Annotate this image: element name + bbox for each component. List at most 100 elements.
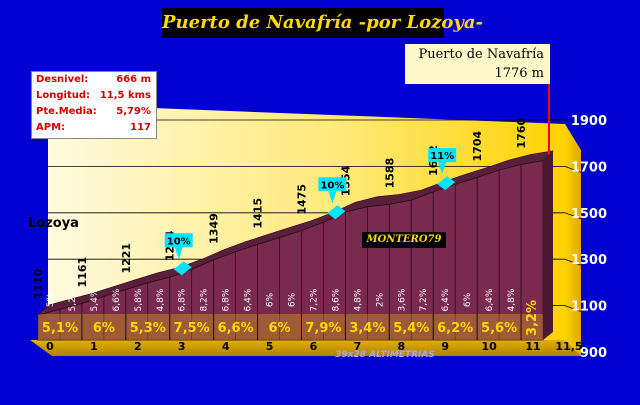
x-tick-label: 11 — [525, 340, 540, 353]
steep-section-marker — [437, 176, 456, 191]
summit-name: Puerto de Navafría — [418, 47, 544, 62]
altitude-label: 1760 — [515, 118, 528, 149]
half-km-gradient-label: 5,8% — [134, 288, 144, 311]
x-tick-label: 10 — [481, 340, 497, 353]
max-gradient-pointer — [328, 191, 337, 204]
stats-row: Longitud: 11,5 kms — [32, 88, 156, 104]
km-gradient-label: 6% — [268, 321, 290, 336]
half-km-gradient-label: 6% — [266, 292, 276, 307]
half-km-gradient-label: 5% — [46, 292, 56, 307]
half-km-gradient-label: 5,4% — [90, 288, 100, 311]
max-gradient-pointer — [174, 247, 183, 260]
altitude-label: 1349 — [208, 213, 221, 244]
steep-section-marker — [327, 205, 346, 220]
y-tick-label: 1300 — [571, 253, 607, 268]
half-km-gradient-label: 4,8% — [507, 288, 517, 311]
stats-value: 5,79% — [116, 106, 151, 117]
x-tick-label: 6 — [310, 340, 318, 353]
km-gradient-label: 6% — [93, 321, 115, 336]
half-km-gradient-label: 6,4% — [485, 288, 495, 311]
km-gradient-label: 5,4% — [393, 321, 429, 336]
half-km-gradient-label: 4,8% — [353, 288, 363, 311]
x-tick-label: 4 — [222, 340, 230, 353]
x-tick-label: 3 — [178, 340, 186, 353]
max-gradient-box — [428, 148, 457, 163]
y-tick-label: 1900 — [571, 114, 607, 129]
stats-key: Longitud: — [36, 90, 91, 101]
gridline-side — [564, 166, 582, 173]
x-tick-label: 11,5 — [555, 340, 582, 353]
stats-row: APM: 117 — [32, 120, 156, 136]
half-km-gradient-label: 3,6% — [397, 288, 407, 311]
x-tick-label: 0 — [46, 340, 54, 353]
km-gradient-label: 5,1% — [42, 321, 78, 336]
half-km-gradient-label: 6,6% — [112, 288, 122, 311]
half-km-gradient-label: 8,2% — [200, 288, 210, 311]
max-gradient-label: 11% — [430, 151, 454, 162]
stats-value: 11,5 kms — [99, 90, 151, 101]
y-tick-label: 1700 — [571, 160, 607, 175]
altitude-label: 1415 — [252, 198, 265, 229]
max-gradient-box — [164, 233, 193, 248]
km-gradient-label: 7,5% — [174, 321, 210, 336]
half-km-gradient-label: 6,4% — [441, 288, 451, 311]
gridline-side — [564, 305, 582, 312]
km-band — [38, 314, 543, 340]
summit-altitude: 1776 m — [494, 66, 544, 81]
y-tick-label: 1100 — [571, 300, 607, 315]
altitude-label: 1161 — [76, 257, 89, 288]
half-km-gradient-label: 8,6% — [331, 288, 341, 311]
max-gradient-box — [318, 177, 347, 192]
stats-key: APM: — [36, 122, 66, 133]
author-label: MONTERO79 — [362, 232, 446, 248]
side-wall — [565, 124, 581, 356]
steep-section-marker — [173, 261, 192, 276]
start-town-label: Lozoya — [28, 216, 79, 231]
half-km-gradient-label: 7,2% — [309, 288, 319, 311]
km-gradient-label: 6,2% — [437, 321, 473, 336]
half-km-gradient-label: 6% — [463, 292, 473, 307]
gridline-side — [564, 119, 582, 127]
half-km-gradient-label: 6,4% — [244, 288, 254, 311]
x-tick-label: 9 — [441, 340, 449, 353]
chart-floor — [30, 340, 581, 356]
km-gradient-label: 3,4% — [349, 321, 385, 336]
km-gradient-label: 5,3% — [130, 321, 166, 336]
x-tick-label: 7 — [354, 340, 362, 353]
altitude-label: 1588 — [383, 158, 396, 189]
half-km-gradient-label: 5,2% — [68, 288, 78, 311]
altitude-label: 1110 — [32, 268, 45, 299]
x-tick-label: 8 — [397, 340, 405, 353]
half-km-gradient-label: 6% — [288, 292, 298, 307]
profile-side-face — [543, 150, 553, 340]
y-tick-label: 1500 — [571, 207, 607, 222]
half-km-gradient-label: 7,2% — [419, 288, 429, 311]
altitude-label: 1704 — [471, 131, 484, 162]
max-gradient-label: 10% — [167, 236, 191, 247]
stats-key: Pte.Media: — [36, 106, 97, 117]
half-km-gradient-label: 6,8% — [178, 288, 188, 311]
stats-value: 117 — [130, 122, 151, 133]
km-gradient-label: 3,2% — [525, 300, 540, 336]
summit-label-box: Puerto de Navafría 1776 m — [405, 44, 550, 84]
x-tick-label: 1 — [90, 340, 98, 353]
gridline-side — [564, 212, 582, 220]
footer-text: 39x28 ALTIMETRIAS — [335, 350, 435, 360]
y-tick-label: 900 — [580, 346, 607, 361]
stats-row: Desnivel: 666 m — [32, 72, 156, 88]
stats-key: Desnivel: — [36, 74, 89, 85]
half-km-gradient-label: 6,8% — [222, 288, 232, 311]
half-km-gradient-label: 4,8% — [156, 288, 166, 311]
km-gradient-label: 7,9% — [305, 321, 341, 336]
half-km-gradient-label: 2% — [375, 292, 385, 307]
x-tick-label: 5 — [266, 340, 274, 353]
altitude-label: 1475 — [295, 184, 308, 215]
max-gradient-pointer — [438, 162, 447, 175]
gridline-side — [564, 258, 582, 266]
km-gradient-label: 6,6% — [218, 321, 254, 336]
max-gradient-label: 10% — [320, 180, 344, 191]
stats-panel: Desnivel: 666 m Longitud: 11,5 kms Pte.Media… — [31, 71, 157, 139]
stats-row: Pte.Media: 5,79% — [32, 104, 156, 120]
